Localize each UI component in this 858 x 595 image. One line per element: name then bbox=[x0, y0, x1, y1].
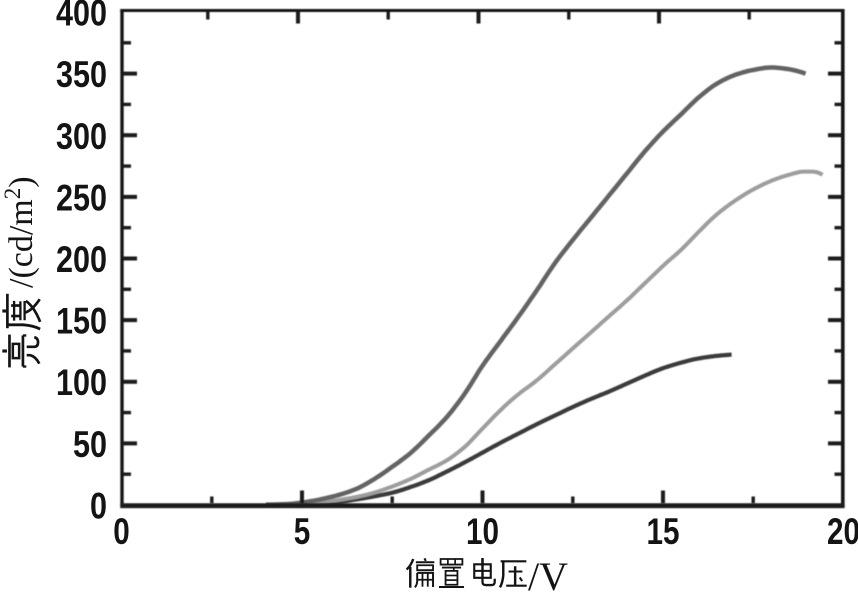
svg-text:100: 100 bbox=[56, 362, 107, 403]
svg-text:/V: /V bbox=[528, 554, 568, 595]
svg-text:/(cd/m2): /(cd/m2) bbox=[0, 176, 40, 288]
svg-text:15: 15 bbox=[647, 511, 680, 552]
svg-text:0: 0 bbox=[90, 486, 107, 527]
svg-text:250: 250 bbox=[56, 177, 107, 218]
svg-text:350: 350 bbox=[56, 54, 107, 95]
svg-text:20: 20 bbox=[827, 511, 858, 552]
svg-text:300: 300 bbox=[56, 116, 107, 157]
svg-text:400: 400 bbox=[56, 0, 107, 34]
svg-text:10: 10 bbox=[466, 511, 499, 552]
svg-text:50: 50 bbox=[73, 424, 107, 465]
svg-text:200: 200 bbox=[56, 239, 107, 280]
svg-text:150: 150 bbox=[56, 301, 107, 342]
svg-text:5: 5 bbox=[294, 511, 311, 552]
svg-text:0: 0 bbox=[113, 511, 130, 552]
